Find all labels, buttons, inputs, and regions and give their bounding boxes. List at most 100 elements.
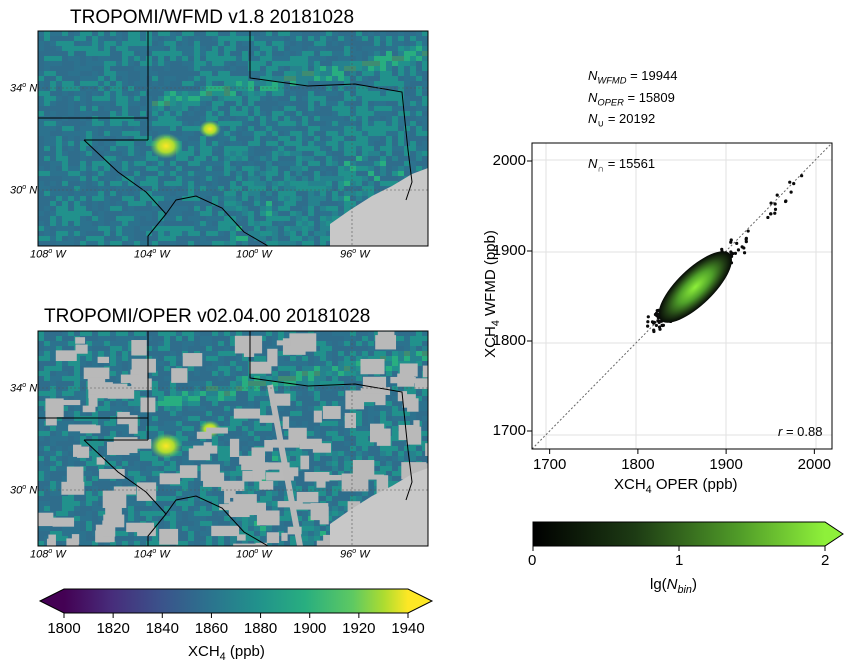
map-pixel — [116, 216, 122, 221]
map-pixel — [152, 386, 158, 391]
map-pixel — [338, 206, 344, 211]
map-pixel — [134, 461, 140, 466]
map-pixel — [170, 31, 176, 36]
map-pixel — [404, 91, 410, 96]
map-pixel — [242, 121, 248, 126]
map-pixel — [314, 216, 320, 221]
map-pixel — [38, 476, 44, 481]
map-pixel — [218, 421, 224, 426]
map-pixel — [308, 36, 314, 41]
map-pixel — [56, 126, 62, 131]
map-pixel — [368, 486, 374, 491]
map-pixel — [284, 221, 290, 226]
map-pixel — [266, 426, 272, 431]
map-pixel — [188, 396, 194, 401]
map-pixel — [278, 486, 284, 491]
map-pixel — [92, 226, 98, 231]
map-pixel — [266, 341, 272, 346]
map-pixel — [56, 451, 62, 456]
map-pixel — [74, 171, 80, 176]
map-pixel — [134, 231, 140, 236]
map-pixel — [356, 96, 362, 101]
map-pixel — [194, 221, 200, 226]
map-pixel — [248, 126, 254, 131]
map-pixel — [104, 411, 110, 416]
map-pixel — [368, 401, 374, 406]
map-pixel — [176, 51, 182, 56]
map-pixel — [224, 371, 230, 376]
map-pixel — [410, 346, 416, 351]
map-pixel — [386, 96, 392, 101]
map-pixel — [260, 351, 266, 356]
map-pixel — [260, 391, 266, 396]
map-pixel — [128, 461, 134, 466]
map-pixel — [422, 41, 428, 46]
map-pixel — [104, 96, 110, 101]
map-pixel — [242, 36, 248, 41]
map-pixel — [62, 121, 68, 126]
map-pixel — [260, 156, 266, 161]
map-pixel — [350, 371, 356, 376]
map-pixel — [248, 226, 254, 231]
map-pixel — [134, 136, 140, 141]
map-pixel — [212, 76, 218, 81]
map-pixel — [140, 141, 146, 146]
map-pixel — [320, 341, 326, 346]
map-pixel — [50, 136, 56, 141]
map-pixel — [86, 36, 92, 41]
map-pixel — [176, 216, 182, 221]
map-pixel — [410, 386, 416, 391]
map-pixel — [110, 171, 116, 176]
map-pixel — [374, 81, 380, 86]
map-pixel — [356, 491, 362, 496]
map-pixel — [86, 141, 92, 146]
map-pixel — [302, 116, 308, 121]
map-pixel — [98, 86, 104, 91]
map-pixel — [374, 166, 380, 171]
map-pixel — [248, 121, 254, 126]
map-pixel — [302, 416, 308, 421]
map-pixel — [416, 81, 422, 86]
map-pixel — [110, 101, 116, 106]
map-pixel — [128, 141, 134, 146]
map-pixel — [38, 401, 44, 406]
map-pixel — [230, 471, 236, 476]
map-pixel — [404, 106, 410, 111]
map-pixel — [92, 96, 98, 101]
map-pixel — [362, 46, 368, 51]
map-pixel — [218, 386, 224, 391]
map-pixel — [170, 496, 176, 501]
map-pixel — [350, 376, 356, 381]
map-pixel — [278, 171, 284, 176]
map-pixel — [80, 216, 86, 221]
map-pixel — [110, 456, 116, 461]
map-pixel — [80, 191, 86, 196]
map-pixel — [272, 366, 278, 371]
map-pixel — [140, 131, 146, 136]
map-pixel — [128, 216, 134, 221]
map-pixel — [224, 131, 230, 136]
map-pixel — [368, 176, 374, 181]
map-pixel — [218, 171, 224, 176]
map-pixel — [200, 66, 206, 71]
map-pixel — [92, 206, 98, 211]
map-pixel — [116, 456, 122, 461]
map-pixel — [62, 56, 68, 61]
map-pixel — [266, 216, 272, 221]
map-pixel — [254, 41, 260, 46]
map-pixel — [188, 131, 194, 136]
map-pixel — [218, 206, 224, 211]
map-pixel — [176, 436, 182, 441]
map-pixel — [56, 151, 62, 156]
map-pixel — [374, 76, 380, 81]
map-pixel — [50, 486, 56, 491]
map-pixel — [68, 81, 74, 86]
map-pixel — [224, 166, 230, 171]
map-pixel — [254, 221, 260, 226]
map-pixel — [50, 176, 56, 181]
map-pixel — [212, 461, 218, 466]
map-pixel — [122, 91, 128, 96]
map-pixel — [86, 131, 92, 136]
map-pixel — [110, 201, 116, 206]
map-pixel — [332, 441, 338, 446]
